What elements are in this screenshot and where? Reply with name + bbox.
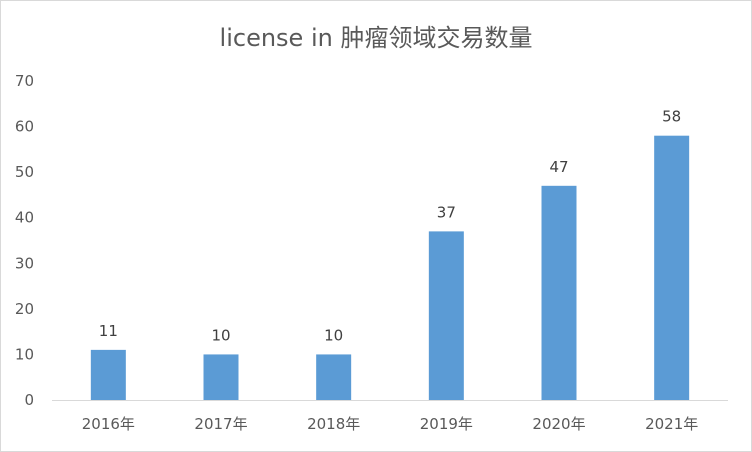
y-axis-tick-labels: 0 10 20 30 40 50 60 70 <box>15 72 34 409</box>
x-tick-label: 2017年 <box>194 415 247 433</box>
bar-value-label: 58 <box>662 108 681 126</box>
bar-value-label: 10 <box>211 326 230 344</box>
x-tick-label: 2016年 <box>82 415 135 433</box>
y-tick-label: 40 <box>15 209 34 227</box>
x-tick-label: 2018年 <box>307 415 360 433</box>
x-axis-tick-labels: 2016年 2017年 2018年 2019年 2020年 2021年 <box>82 415 699 433</box>
bar <box>428 231 464 400</box>
chart-title: license in 肿瘤领域交易数量 <box>219 24 533 52</box>
data-labels: 11 10 10 37 47 58 <box>99 108 681 345</box>
bar <box>316 354 352 400</box>
x-tick-label: 2021年 <box>645 415 698 433</box>
bar-value-label: 10 <box>324 326 343 344</box>
y-tick-label: 20 <box>15 300 34 318</box>
y-tick-label: 0 <box>24 391 34 409</box>
x-tick-label: 2020年 <box>532 415 585 433</box>
y-tick-label: 60 <box>15 118 34 136</box>
bars <box>90 135 690 400</box>
bar-value-label: 11 <box>99 322 118 340</box>
bar <box>203 354 239 400</box>
bar-value-label: 37 <box>437 203 456 221</box>
bar <box>90 349 126 400</box>
y-tick-label: 10 <box>15 345 34 363</box>
y-tick-label: 70 <box>15 72 34 90</box>
bar <box>541 185 577 400</box>
bar-value-label: 47 <box>549 158 568 176</box>
y-tick-label: 30 <box>15 254 34 272</box>
x-tick-label: 2019年 <box>420 415 473 433</box>
y-tick-label: 50 <box>15 163 34 181</box>
bar <box>654 135 690 400</box>
